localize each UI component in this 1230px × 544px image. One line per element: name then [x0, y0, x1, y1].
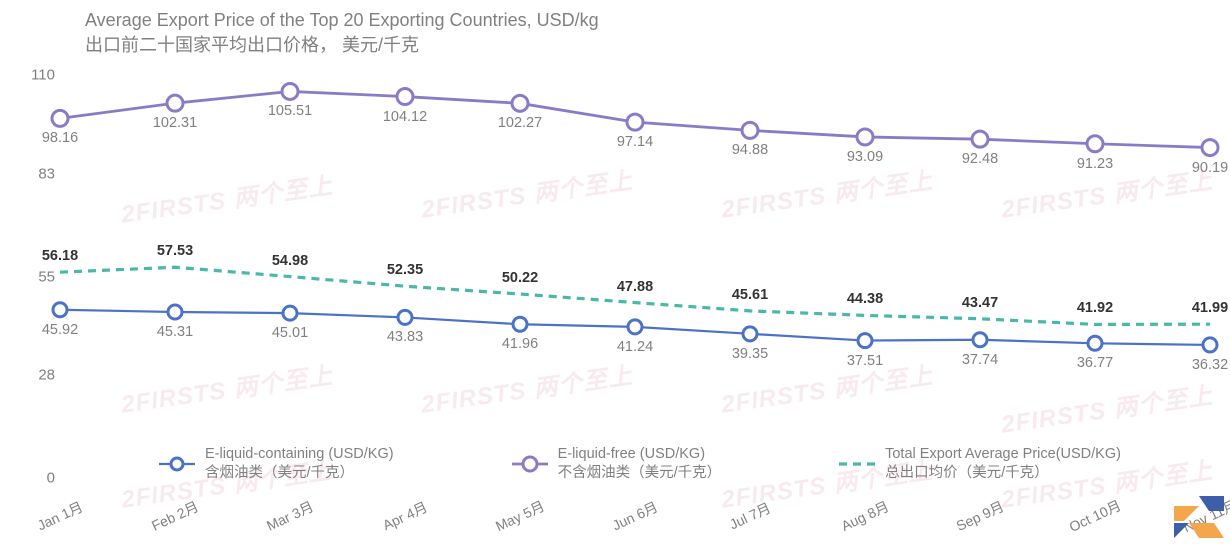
legend-marker-icon [839, 455, 875, 473]
data-label-e_liquid_free: 102.31 [153, 115, 197, 131]
series-marker-e_liquid_containing [283, 306, 297, 320]
series-marker-e_liquid_containing [743, 327, 757, 341]
series-marker-e_liquid_free [282, 83, 298, 99]
series-marker-e_liquid_containing [1203, 338, 1217, 352]
legend-label: E-liquid-containing (USD/KG)含烟油类（美元/千克） [205, 445, 394, 484]
corner-logo [1174, 496, 1224, 538]
series-marker-e_liquid_free [397, 89, 413, 105]
series-marker-e_liquid_free [1202, 140, 1218, 156]
data-label-e_liquid_containing: 36.32 [1192, 357, 1228, 373]
data-label-total_avg: 50.22 [502, 270, 538, 286]
data-label-e_liquid_free: 105.51 [268, 103, 312, 119]
legend-label: E-liquid-free (USD/KG)不含烟油类（美元/千克） [558, 445, 722, 484]
data-label-e_liquid_containing: 45.92 [42, 322, 78, 338]
data-label-total_avg: 45.61 [732, 287, 768, 303]
data-label-e_liquid_containing: 41.96 [502, 336, 538, 352]
data-label-total_avg: 41.92 [1077, 300, 1113, 316]
data-label-e_liquid_free: 98.16 [42, 130, 78, 146]
series-marker-e_liquid_free [627, 114, 643, 130]
series-marker-e_liquid_containing [973, 333, 987, 347]
legend-marker-icon [159, 455, 195, 473]
data-label-total_avg: 57.53 [157, 243, 193, 259]
series-marker-e_liquid_containing [858, 334, 872, 348]
data-label-e_liquid_containing: 37.51 [847, 353, 883, 369]
data-label-total_avg: 43.47 [962, 295, 998, 311]
data-label-e_liquid_containing: 39.35 [732, 346, 768, 362]
y-axis-tick: 0 [5, 470, 55, 487]
legend-marker-icon [512, 455, 548, 473]
data-label-total_avg: 54.98 [272, 253, 308, 269]
series-marker-e_liquid_free [972, 131, 988, 147]
series-marker-e_liquid_containing [398, 310, 412, 324]
data-label-e_liquid_free: 104.12 [383, 109, 427, 125]
legend-item-e_liquid_free: E-liquid-free (USD/KG)不含烟油类（美元/千克） [512, 445, 722, 484]
data-label-e_liquid_containing: 41.24 [617, 339, 653, 355]
series-marker-e_liquid_free [1087, 136, 1103, 152]
series-marker-e_liquid_free [857, 129, 873, 145]
export-price-chart: Average Export Price of the Top 20 Expor… [0, 0, 1230, 544]
data-label-e_liquid_free: 93.09 [847, 149, 883, 165]
legend-item-total_avg: Total Export Average Price(USD/KG)总出口均价（… [839, 445, 1121, 484]
data-label-e_liquid_free: 91.23 [1077, 156, 1113, 172]
legend-item-e_liquid_containing: E-liquid-containing (USD/KG)含烟油类（美元/千克） [159, 445, 394, 484]
series-marker-e_liquid_containing [628, 320, 642, 334]
y-axis-tick: 83 [5, 165, 55, 182]
series-marker-e_liquid_free [167, 95, 183, 111]
series-marker-e_liquid_free [52, 110, 68, 126]
y-axis-tick: 110 [5, 67, 55, 84]
data-label-e_liquid_containing: 43.83 [387, 329, 423, 345]
data-label-e_liquid_free: 102.27 [498, 115, 542, 131]
series-marker-e_liquid_free [512, 95, 528, 111]
series-marker-e_liquid_containing [53, 303, 67, 317]
series-marker-e_liquid_containing [1088, 336, 1102, 350]
series-marker-e_liquid_free [742, 122, 758, 138]
series-marker-e_liquid_containing [168, 305, 182, 319]
data-label-e_liquid_free: 92.48 [962, 151, 998, 167]
legend: E-liquid-containing (USD/KG)含烟油类（美元/千克） E… [100, 445, 1180, 484]
y-axis-tick: 55 [5, 268, 55, 285]
data-label-e_liquid_free: 97.14 [617, 134, 653, 150]
series-line-total_avg [60, 267, 1210, 324]
data-label-e_liquid_containing: 37.74 [962, 352, 998, 368]
data-label-e_liquid_free: 94.88 [732, 142, 768, 158]
data-label-total_avg: 52.35 [387, 262, 423, 278]
legend-label: Total Export Average Price(USD/KG)总出口均价（… [885, 445, 1121, 484]
data-label-total_avg: 41.99 [1192, 300, 1228, 316]
series-marker-e_liquid_containing [513, 317, 527, 331]
y-axis-tick: 28 [5, 367, 55, 384]
data-label-e_liquid_containing: 45.01 [272, 325, 308, 341]
data-label-e_liquid_containing: 36.77 [1077, 355, 1113, 371]
data-label-e_liquid_free: 90.19 [1192, 160, 1228, 176]
data-label-total_avg: 44.38 [847, 291, 883, 307]
data-label-total_avg: 47.88 [617, 279, 653, 295]
data-label-e_liquid_containing: 45.31 [157, 324, 193, 340]
data-label-total_avg: 56.18 [42, 248, 78, 264]
